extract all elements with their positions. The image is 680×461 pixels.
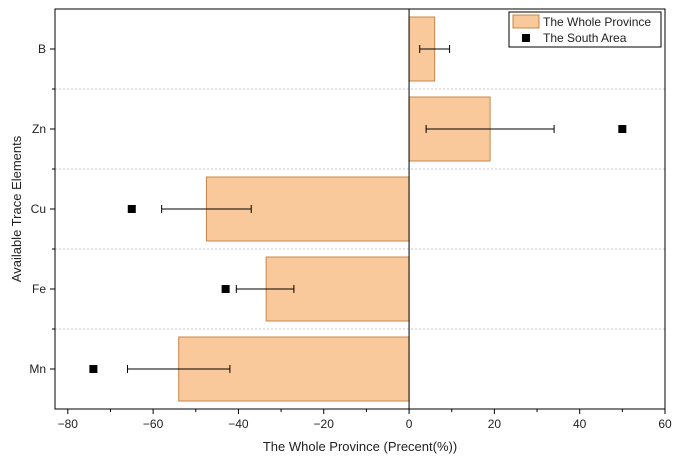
- legend-label-south-area: The South Area: [543, 31, 627, 45]
- point-mn: [89, 365, 98, 373]
- x-tick-label: −40: [228, 417, 249, 431]
- y-axis-title: Available Trace Elements: [9, 135, 24, 282]
- y-tick-label-mn: Mn: [29, 362, 46, 376]
- x-tick-label: 20: [488, 417, 502, 431]
- legend-marker-south-area: [522, 34, 530, 42]
- x-tick-label: 40: [573, 417, 587, 431]
- error-bar-layer: [127, 45, 555, 373]
- legend-swatch-whole-province: [512, 14, 540, 29]
- y-tick-label-fe: Fe: [32, 282, 46, 296]
- legend-label-whole-province: The Whole Province: [543, 15, 651, 29]
- y-axis-ticks: B Zn Cu Fe Mn: [29, 42, 55, 376]
- x-axis-ticks: −80 −60 −40 −20 0 20 40 60: [58, 409, 672, 431]
- y-tick-label-b: B: [38, 42, 46, 56]
- x-axis-title: The Whole Province (Precent(%)): [263, 439, 457, 454]
- x-tick-label: 0: [406, 417, 413, 431]
- x-tick-label: −60: [143, 417, 164, 431]
- point-cu: [127, 205, 136, 213]
- x-tick-label: −20: [314, 417, 335, 431]
- point-zn: [618, 125, 627, 133]
- point-fe: [221, 285, 230, 293]
- legend: The Whole Province The South Area: [508, 11, 662, 48]
- point-layer: [89, 125, 627, 373]
- x-tick-label: 60: [658, 417, 672, 431]
- y-tick-label-zn: Zn: [32, 122, 46, 136]
- y-tick-label-cu: Cu: [31, 202, 46, 216]
- x-tick-label: −80: [58, 417, 79, 431]
- grid-layer: [55, 88, 665, 330]
